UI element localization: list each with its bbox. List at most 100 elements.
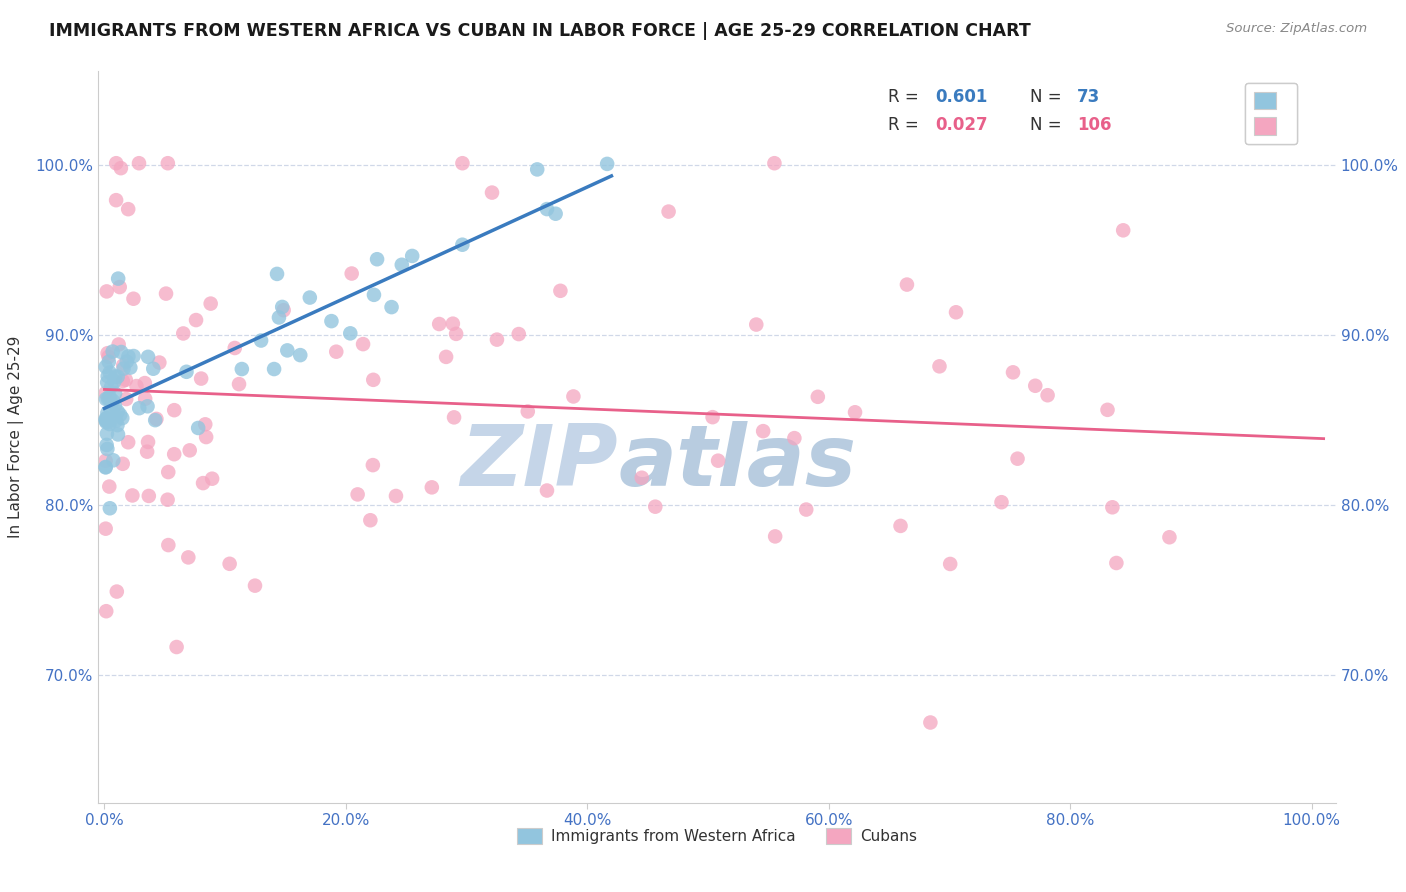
Point [98, 501, 121, 516]
Point [98, 479, 121, 493]
Point [271, 300, 294, 314]
Text: atlas: atlas [619, 421, 856, 504]
Point [110, 161, 132, 176]
Point [96, 411, 118, 425]
Point [200, 296, 222, 310]
Point [163, 447, 186, 461]
Point [444, 326, 467, 341]
Point [97, 392, 120, 406]
Point [98, 417, 121, 431]
Point [366, 252, 388, 267]
Point [363, 288, 385, 302]
Point [110, 345, 132, 359]
Point [142, 361, 165, 376]
Point [101, 393, 124, 408]
Point [98, 366, 121, 380]
Point [1097, 402, 1119, 417]
Point [104, 399, 127, 413]
Point [121, 488, 143, 502]
Point [94, 522, 117, 536]
Point [117, 435, 139, 450]
Text: N =: N = [1031, 88, 1067, 106]
Point [94, 386, 117, 401]
Point [96, 442, 118, 456]
Point [745, 318, 768, 332]
Point [1001, 365, 1024, 379]
Point [352, 337, 374, 351]
Point [321, 314, 343, 328]
Point [562, 389, 585, 403]
Point [707, 453, 730, 467]
Point [107, 427, 129, 442]
Point [228, 377, 250, 392]
Text: 0.601: 0.601 [935, 88, 987, 106]
Point [276, 343, 298, 358]
Point [928, 359, 950, 374]
Point [143, 413, 166, 427]
Point [340, 267, 363, 281]
Point [136, 399, 159, 413]
Point [889, 519, 911, 533]
Point [104, 386, 127, 401]
Point [98, 392, 121, 407]
Point [115, 354, 138, 368]
Point [451, 237, 474, 252]
Point [97, 355, 120, 369]
Point [111, 411, 134, 425]
Point [939, 557, 962, 571]
Point [176, 365, 198, 379]
Point [112, 359, 135, 373]
Point [94, 454, 117, 468]
Text: Source: ZipAtlas.com: Source: ZipAtlas.com [1226, 22, 1367, 36]
Point [104, 369, 127, 384]
Point [298, 291, 321, 305]
Point [105, 156, 128, 170]
Point [945, 305, 967, 319]
Point [96, 285, 118, 299]
Point [420, 480, 443, 494]
Point [103, 375, 125, 389]
Point [273, 303, 295, 318]
Point [443, 410, 465, 425]
Point [155, 286, 177, 301]
Point [111, 374, 134, 388]
Point [134, 376, 156, 390]
Point [166, 640, 188, 654]
Point [359, 513, 381, 527]
Text: ZIP: ZIP [460, 421, 619, 504]
Point [107, 418, 129, 433]
Point [752, 424, 775, 438]
Point [427, 317, 450, 331]
Legend: , : , [1246, 83, 1298, 144]
Point [224, 341, 246, 355]
Point [157, 538, 180, 552]
Point [114, 373, 136, 387]
Point [536, 483, 558, 498]
Point [630, 471, 652, 485]
Point [94, 413, 117, 427]
Point [485, 333, 508, 347]
Text: 106: 106 [1077, 116, 1112, 134]
Point [380, 300, 402, 314]
Point [896, 277, 918, 292]
Point [990, 495, 1012, 509]
Point [441, 317, 464, 331]
Point [94, 459, 117, 474]
Point [250, 334, 273, 348]
Point [187, 421, 209, 435]
Point [516, 404, 538, 418]
Point [385, 489, 408, 503]
Point [1024, 378, 1046, 392]
Text: 0.027: 0.027 [935, 116, 987, 134]
Point [107, 271, 129, 285]
Text: N =: N = [1031, 116, 1067, 134]
Point [184, 313, 207, 327]
Point [98, 389, 121, 403]
Point [105, 584, 128, 599]
Point [94, 359, 117, 374]
Point [508, 327, 530, 342]
Point [96, 406, 118, 420]
Point [112, 361, 135, 376]
Point [128, 401, 150, 416]
Text: IMMIGRANTS FROM WESTERN AFRICA VS CUBAN IN LABOR FORCE | AGE 25-29 CORRELATION C: IMMIGRANTS FROM WESTERN AFRICA VS CUBAN … [49, 22, 1031, 40]
